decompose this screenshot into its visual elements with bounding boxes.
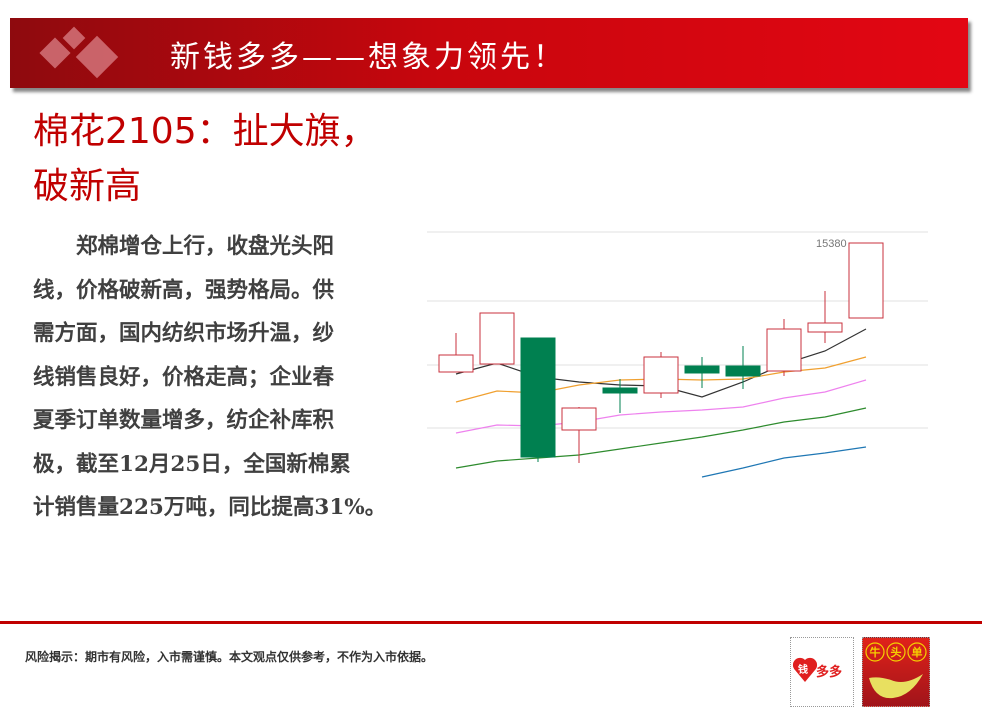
candle-body — [766, 328, 802, 372]
risk-disclaimer: 风险揭示：期市有风险，入市需谨慎。本文观点仅供参考，不作为入市依据。 — [25, 650, 434, 664]
headline: 棉花2105：扯大旗， 破新高 — [33, 104, 377, 214]
svg-text:钱: 钱 — [798, 663, 808, 676]
body-paragraph: 郑棉增仓上行，收盘光头阳 线，价格破新高，强势格局。供 需方面，国内纺织市场升温… — [33, 225, 433, 530]
body-line: 线销售良好，价格走高；企业春 — [33, 364, 335, 390]
body-line: 线，价格破新高，强势格局。供 — [33, 277, 335, 303]
candle-body — [725, 365, 761, 377]
svg-text:多多: 多多 — [816, 664, 842, 680]
headline-line2: 破新高 — [33, 166, 142, 207]
body-line: 需方面，国内纺织市场升温，纱 — [33, 321, 335, 346]
headline-line1: 棉花2105：扯大旗， — [33, 111, 377, 152]
candle-body — [684, 365, 720, 374]
pattern-logo-icon — [39, 26, 119, 79]
footer-divider — [0, 621, 982, 624]
body-line: 郑棉增仓上行，收盘光头阳 — [33, 234, 335, 259]
price-annotation: 15380 — [816, 238, 847, 250]
candle-body — [479, 312, 515, 365]
candle-body — [643, 356, 679, 394]
candle-body — [848, 242, 884, 319]
moving-average-line — [455, 407, 867, 469]
body-line: 计销售量225万吨，同比提高31%。 — [33, 495, 387, 520]
niutoudan-logo: 牛头单 — [862, 637, 930, 707]
logo2-text: 牛头单 — [870, 645, 930, 659]
qianduoduo-logo: 钱 多多 — [790, 637, 854, 707]
banner-title: 新钱多多——想象力领先！ — [170, 40, 566, 75]
header-banner: 新钱多多——想象力领先！ — [10, 18, 968, 88]
body-line: 夏季订单数量增多，纺企补库积 — [33, 408, 335, 433]
body-line: 极，截至12月25日，全国新棉累 — [33, 451, 351, 477]
candle-body — [438, 354, 474, 373]
candle-body — [520, 337, 556, 458]
moving-average-line — [701, 446, 867, 478]
candle-body — [561, 407, 597, 431]
candle-body — [602, 387, 638, 394]
candlestick-chart: 15380 — [427, 231, 928, 478]
candle-body — [807, 322, 843, 333]
